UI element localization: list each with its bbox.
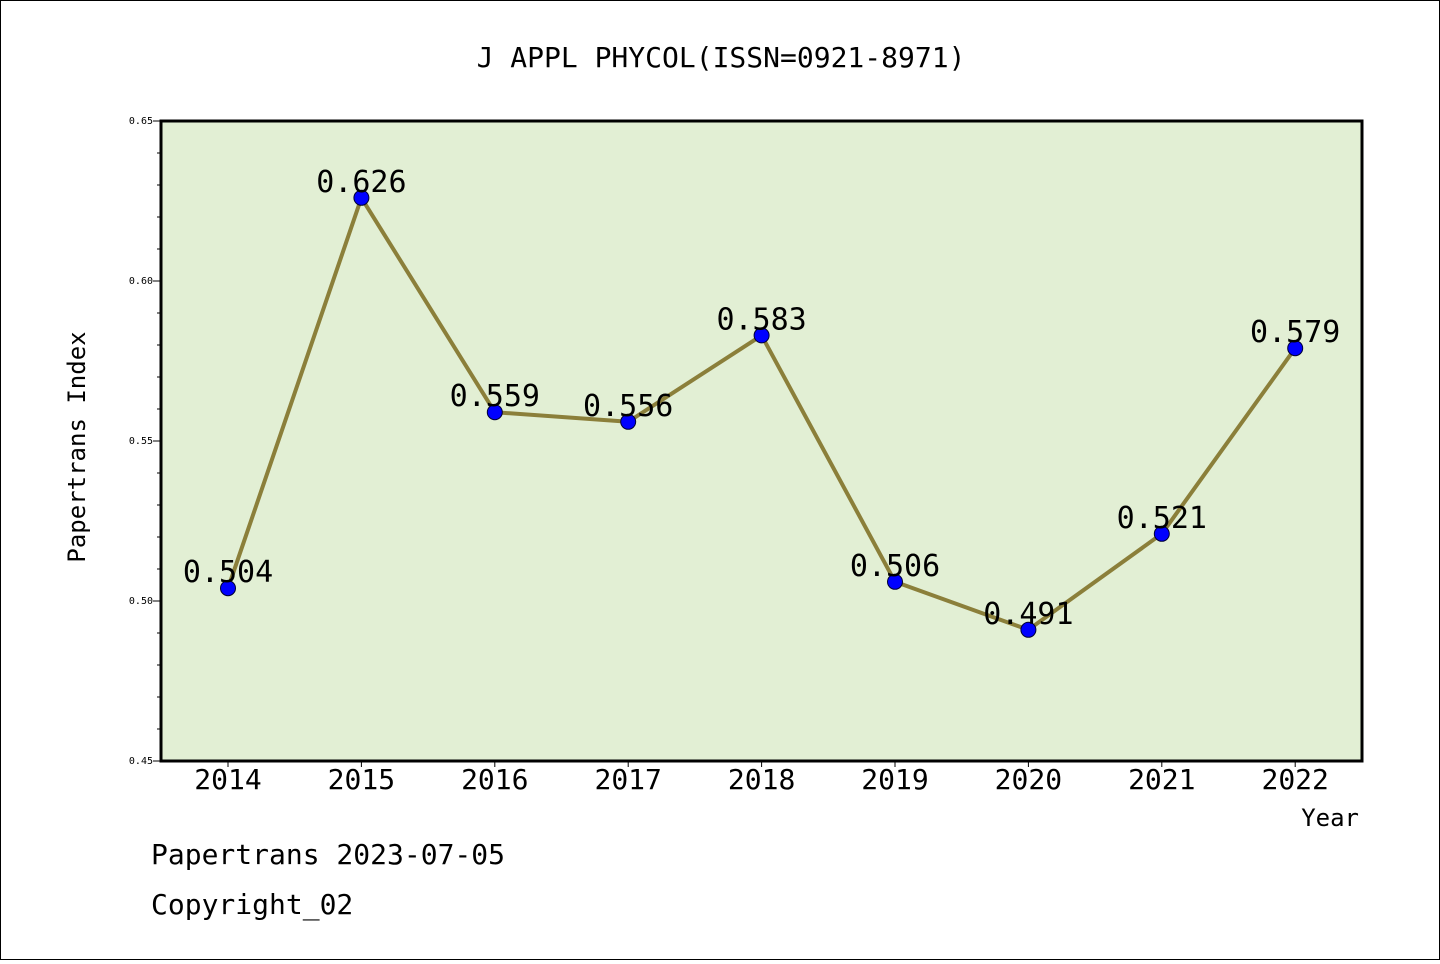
y-tick-label: 0.65: [129, 116, 153, 127]
footer-date: Papertrans 2023-07-05: [151, 838, 505, 871]
y-tick-label: 0.50: [129, 596, 153, 607]
data-label: 0.626: [316, 165, 406, 200]
data-label: 0.579: [1250, 315, 1340, 350]
plot-area: [159, 119, 1364, 763]
data-point: [353, 189, 370, 206]
x-tick-label: 2016: [461, 763, 528, 796]
y-axis: 0.45 0.50 0.55 0.60 0.65: [129, 116, 161, 767]
data-label: 0.491: [983, 597, 1073, 632]
x-axis: 2014 2015 2016 2017 2018 2019 2020 2021 2022: [194, 761, 1329, 796]
x-tick-label: 2021: [1128, 763, 1195, 796]
series-group: 0.504 0.626 0.559 0.556 0.583 0.506 0.491 0.521…: [183, 165, 1340, 638]
x-tick-label: 2017: [594, 763, 661, 796]
x-tick-label: 2018: [728, 763, 795, 796]
y-tick-label: 0.60: [129, 276, 153, 287]
x-tick-label: 2022: [1261, 763, 1328, 796]
data-point: [1153, 525, 1170, 542]
x-tick-label: 2014: [194, 763, 261, 796]
x-tick-label: 2015: [328, 763, 395, 796]
x-tick-label: 2020: [995, 763, 1062, 796]
data-point: [220, 580, 236, 597]
y-axis-label: Papertrans Index: [63, 331, 91, 562]
x-tick-label: 2019: [861, 763, 928, 796]
data-label: 0.556: [583, 389, 673, 424]
data-point: [1020, 621, 1037, 638]
data-label: 0.559: [450, 379, 540, 414]
chart-title: J APPL PHYCOL(ISSN=0921-8971): [477, 41, 966, 74]
data-label: 0.521: [1117, 501, 1207, 536]
x-axis-label: Year: [1301, 804, 1359, 832]
data-point: [486, 404, 503, 421]
data-point: [887, 573, 903, 590]
data-label: 0.583: [716, 302, 806, 337]
y-tick-label: 0.55: [129, 436, 153, 447]
data-point: [620, 413, 637, 430]
data-point: [753, 327, 770, 344]
y-tick-label: 0.45: [129, 756, 153, 767]
data-point: [1287, 340, 1304, 357]
footer-copyright: Copyright_02: [151, 888, 353, 922]
data-label: 0.506: [850, 549, 940, 584]
data-label: 0.504: [183, 555, 273, 590]
